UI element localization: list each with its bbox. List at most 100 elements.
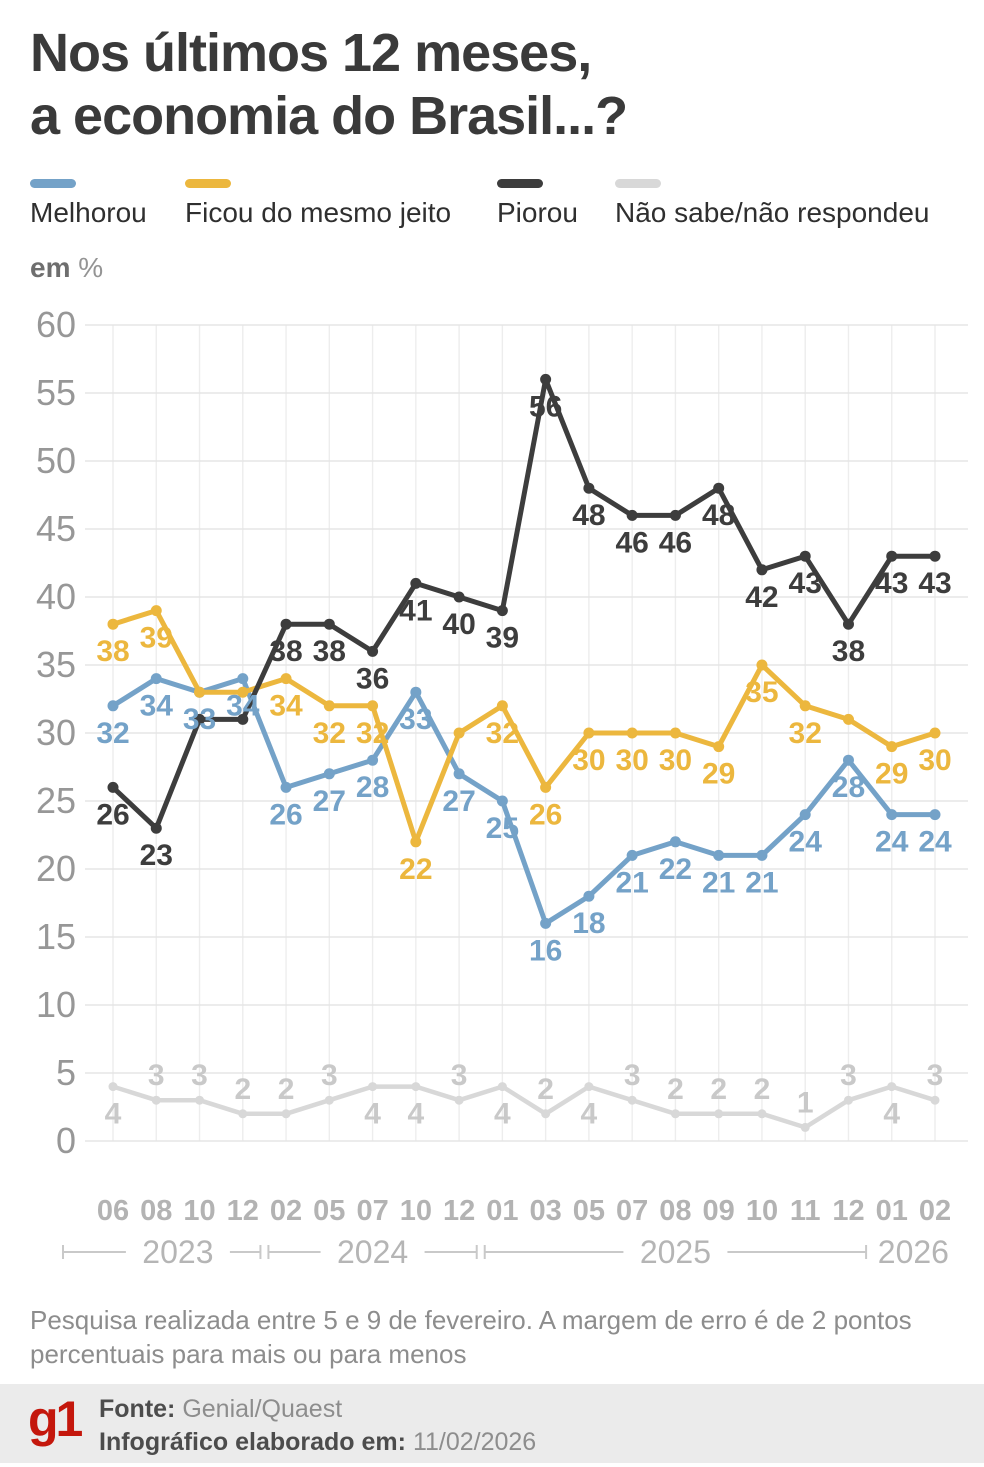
x-axis-year-brackets: 2023 2024 2025 2026 <box>62 1234 949 1270</box>
svg-text:38: 38 <box>96 635 129 668</box>
legend-item-ficou-do-mesmo-jeito: Ficou do mesmo jeito <box>185 179 451 229</box>
legend-swatch-ficou-do-mesmo-jeito <box>185 179 231 188</box>
svg-text:21: 21 <box>745 866 778 899</box>
svg-text:21: 21 <box>702 866 735 899</box>
svg-text:12: 12 <box>443 1195 475 1227</box>
svg-text:60: 60 <box>36 304 76 345</box>
svg-text:02: 02 <box>919 1195 951 1227</box>
svg-text:4: 4 <box>364 1098 381 1131</box>
svg-text:46: 46 <box>659 526 692 559</box>
svg-text:32: 32 <box>313 717 346 750</box>
svg-text:30: 30 <box>572 744 605 777</box>
svg-text:27: 27 <box>442 785 475 818</box>
svg-text:4: 4 <box>105 1098 122 1131</box>
svg-text:3: 3 <box>191 1059 208 1092</box>
legend-swatch-melhorou <box>30 179 76 188</box>
svg-text:43: 43 <box>875 567 908 600</box>
svg-text:2: 2 <box>667 1073 684 1106</box>
svg-text:4: 4 <box>581 1098 598 1131</box>
svg-text:22: 22 <box>659 853 692 886</box>
svg-text:41: 41 <box>399 594 432 627</box>
svg-text:12: 12 <box>832 1195 864 1227</box>
svg-text:26: 26 <box>269 798 302 831</box>
svg-text:2: 2 <box>537 1073 554 1106</box>
svg-text:24: 24 <box>875 826 909 859</box>
svg-text:21: 21 <box>615 866 648 899</box>
svg-text:28: 28 <box>356 771 389 804</box>
svg-text:50: 50 <box>36 440 76 481</box>
svg-text:11: 11 <box>790 1195 821 1227</box>
methodology-note-line1: Pesquisa realizada entre 5 e 9 de fevere… <box>30 1305 912 1335</box>
svg-text:30: 30 <box>918 744 951 777</box>
svg-text:26: 26 <box>96 798 129 831</box>
gridlines <box>85 324 968 1142</box>
svg-text:01: 01 <box>486 1195 518 1227</box>
source-label: Fonte: <box>99 1395 176 1423</box>
svg-text:39: 39 <box>140 622 173 655</box>
svg-text:3: 3 <box>927 1059 944 1092</box>
svg-text:25: 25 <box>36 780 76 821</box>
svg-text:24: 24 <box>789 826 823 859</box>
svg-text:0: 0 <box>56 1120 76 1161</box>
svg-text:34: 34 <box>269 690 303 723</box>
svg-text:38: 38 <box>269 635 302 668</box>
legend-label-nao-sabe: Não sabe/não respondeu <box>615 197 930 228</box>
svg-text:46: 46 <box>615 526 648 559</box>
svg-text:09: 09 <box>703 1195 735 1227</box>
series-1-labels: 38 39 34 32 32 22 32 26 30 30 30 29 35 32 29 30 <box>96 622 951 886</box>
elaborated-line: Infográfico elaborado em: 11/02/2026 <box>99 1426 536 1459</box>
svg-text:26: 26 <box>529 798 562 831</box>
svg-text:10: 10 <box>183 1195 215 1227</box>
svg-text:29: 29 <box>702 758 735 791</box>
svg-text:33: 33 <box>183 703 216 736</box>
svg-text:02: 02 <box>270 1195 302 1227</box>
svg-text:12: 12 <box>227 1195 259 1227</box>
svg-text:55: 55 <box>36 372 76 413</box>
svg-text:48: 48 <box>702 499 735 532</box>
y-axis-labels: 0 5 10 15 20 25 30 35 40 45 50 55 60 <box>36 304 76 1161</box>
svg-text:34: 34 <box>140 690 174 723</box>
methodology-note-line2: percentuais para mais ou para menos <box>30 1339 467 1370</box>
legend-item-nao-sabe: Não sabe/não respondeu <box>615 179 929 229</box>
svg-text:20: 20 <box>36 848 76 889</box>
svg-text:29: 29 <box>875 758 908 791</box>
svg-text:08: 08 <box>659 1195 691 1227</box>
svg-text:2026: 2026 <box>878 1234 949 1270</box>
svg-text:18: 18 <box>572 907 605 940</box>
svg-text:22: 22 <box>399 853 432 886</box>
svg-text:01: 01 <box>876 1195 908 1227</box>
svg-text:30: 30 <box>615 744 648 777</box>
svg-text:35: 35 <box>36 644 76 685</box>
svg-text:30: 30 <box>659 744 692 777</box>
svg-text:08: 08 <box>140 1195 172 1227</box>
svg-text:48: 48 <box>572 499 605 532</box>
svg-text:32: 32 <box>486 717 519 750</box>
legend-item-piorou: Piorou <box>497 179 578 229</box>
svg-text:39: 39 <box>486 622 519 655</box>
svg-text:5: 5 <box>56 1052 76 1093</box>
svg-text:06: 06 <box>97 1195 129 1227</box>
svg-text:3: 3 <box>624 1059 641 1092</box>
svg-text:23: 23 <box>140 839 173 872</box>
svg-text:38: 38 <box>832 635 865 668</box>
legend-item-melhorou: Melhorou <box>30 179 147 229</box>
svg-text:3: 3 <box>321 1059 338 1092</box>
source-value: Genial/Quaest <box>182 1395 343 1423</box>
svg-text:43: 43 <box>918 567 951 600</box>
legend-label-piorou: Piorou <box>497 197 578 228</box>
svg-text:43: 43 <box>789 567 822 600</box>
footer-band: g1 Fonte: Genial/Quaest Infográfico elab… <box>0 1384 984 1463</box>
svg-text:16: 16 <box>529 934 562 967</box>
svg-text:2023: 2023 <box>142 1234 213 1270</box>
svg-text:07: 07 <box>356 1195 388 1227</box>
svg-text:03: 03 <box>529 1195 561 1227</box>
svg-text:2: 2 <box>710 1073 727 1106</box>
svg-text:3: 3 <box>451 1059 468 1092</box>
source-line: Fonte: Genial/Quaest <box>99 1393 536 1426</box>
legend-swatch-piorou <box>497 179 543 188</box>
svg-text:3: 3 <box>840 1059 857 1092</box>
svg-text:10: 10 <box>36 984 76 1025</box>
